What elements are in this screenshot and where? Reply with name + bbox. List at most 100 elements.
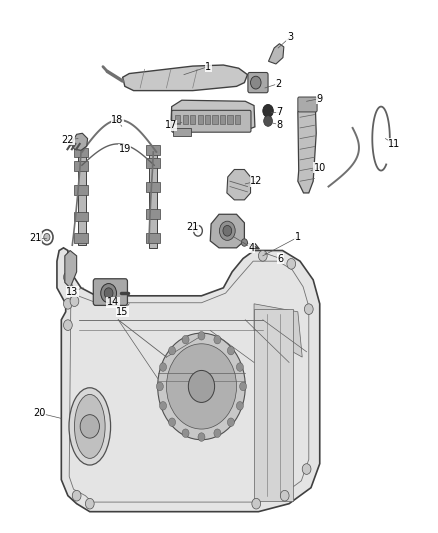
FancyBboxPatch shape xyxy=(175,115,180,124)
Text: 1: 1 xyxy=(295,232,301,242)
Text: 12: 12 xyxy=(250,176,262,186)
Circle shape xyxy=(219,221,235,240)
Circle shape xyxy=(104,288,113,298)
Text: 7: 7 xyxy=(276,107,283,117)
FancyBboxPatch shape xyxy=(212,115,218,124)
FancyBboxPatch shape xyxy=(254,309,293,501)
Polygon shape xyxy=(210,214,244,248)
Circle shape xyxy=(198,433,205,441)
Circle shape xyxy=(198,332,205,340)
Polygon shape xyxy=(65,251,77,288)
Circle shape xyxy=(287,259,296,269)
Circle shape xyxy=(263,104,273,117)
Circle shape xyxy=(166,344,237,429)
Text: 17: 17 xyxy=(165,120,177,130)
Text: 3: 3 xyxy=(287,33,293,42)
Polygon shape xyxy=(71,133,88,150)
FancyBboxPatch shape xyxy=(183,115,188,124)
Text: 8: 8 xyxy=(276,120,283,130)
Polygon shape xyxy=(171,100,255,132)
Ellipse shape xyxy=(74,394,105,458)
Text: 13: 13 xyxy=(66,287,78,296)
Circle shape xyxy=(182,335,189,344)
Polygon shape xyxy=(298,100,316,193)
Circle shape xyxy=(227,346,234,355)
FancyBboxPatch shape xyxy=(74,212,88,221)
FancyBboxPatch shape xyxy=(78,152,86,245)
FancyBboxPatch shape xyxy=(74,161,88,171)
FancyBboxPatch shape xyxy=(149,152,157,248)
Circle shape xyxy=(64,272,72,282)
Text: 21: 21 xyxy=(29,233,41,243)
Circle shape xyxy=(156,382,163,391)
Polygon shape xyxy=(254,304,302,357)
FancyBboxPatch shape xyxy=(298,97,317,112)
FancyBboxPatch shape xyxy=(146,145,160,155)
Text: 4: 4 xyxy=(249,243,255,253)
Text: 10: 10 xyxy=(314,163,326,173)
Text: 15: 15 xyxy=(117,307,129,317)
Circle shape xyxy=(188,370,215,402)
Text: 18: 18 xyxy=(111,115,124,125)
Circle shape xyxy=(223,225,232,236)
Text: 9: 9 xyxy=(317,94,323,103)
Circle shape xyxy=(64,320,72,330)
Circle shape xyxy=(227,418,234,426)
Circle shape xyxy=(240,382,247,391)
Polygon shape xyxy=(57,248,320,512)
Circle shape xyxy=(169,346,176,355)
Circle shape xyxy=(264,116,272,126)
FancyBboxPatch shape xyxy=(235,115,240,124)
Circle shape xyxy=(237,363,244,372)
Text: 14: 14 xyxy=(107,297,119,307)
Circle shape xyxy=(101,284,117,303)
Circle shape xyxy=(182,429,189,438)
FancyBboxPatch shape xyxy=(227,115,233,124)
Circle shape xyxy=(304,304,313,314)
FancyBboxPatch shape xyxy=(173,128,191,136)
Circle shape xyxy=(237,401,244,410)
FancyBboxPatch shape xyxy=(220,115,225,124)
Text: 11: 11 xyxy=(388,139,400,149)
Text: 2: 2 xyxy=(275,79,281,88)
Text: 21: 21 xyxy=(187,222,199,231)
FancyBboxPatch shape xyxy=(146,182,160,192)
FancyBboxPatch shape xyxy=(146,233,160,243)
FancyBboxPatch shape xyxy=(172,110,251,132)
Circle shape xyxy=(72,490,81,501)
Polygon shape xyxy=(123,65,247,91)
Circle shape xyxy=(64,298,72,309)
Polygon shape xyxy=(268,44,284,64)
Circle shape xyxy=(159,401,166,410)
Circle shape xyxy=(80,415,99,438)
Circle shape xyxy=(258,251,267,261)
Circle shape xyxy=(252,498,261,509)
Circle shape xyxy=(44,233,50,241)
Circle shape xyxy=(70,296,79,306)
Circle shape xyxy=(251,76,261,89)
Circle shape xyxy=(85,498,94,509)
Circle shape xyxy=(214,429,221,438)
Circle shape xyxy=(169,418,176,426)
Circle shape xyxy=(158,333,245,440)
FancyBboxPatch shape xyxy=(146,209,160,219)
Text: 6: 6 xyxy=(277,254,283,263)
FancyBboxPatch shape xyxy=(74,233,88,243)
Circle shape xyxy=(159,363,166,372)
Text: 19: 19 xyxy=(119,144,131,154)
FancyBboxPatch shape xyxy=(248,72,268,93)
Circle shape xyxy=(241,239,247,246)
Text: 20: 20 xyxy=(33,408,46,418)
Polygon shape xyxy=(227,169,251,200)
Circle shape xyxy=(302,464,311,474)
FancyBboxPatch shape xyxy=(146,158,160,168)
FancyBboxPatch shape xyxy=(205,115,210,124)
FancyBboxPatch shape xyxy=(190,115,195,124)
FancyBboxPatch shape xyxy=(74,185,88,195)
FancyBboxPatch shape xyxy=(198,115,203,124)
Ellipse shape xyxy=(69,388,110,465)
FancyBboxPatch shape xyxy=(74,148,88,157)
Text: 22: 22 xyxy=(62,135,74,144)
Text: 1: 1 xyxy=(205,62,211,71)
FancyBboxPatch shape xyxy=(93,279,127,305)
